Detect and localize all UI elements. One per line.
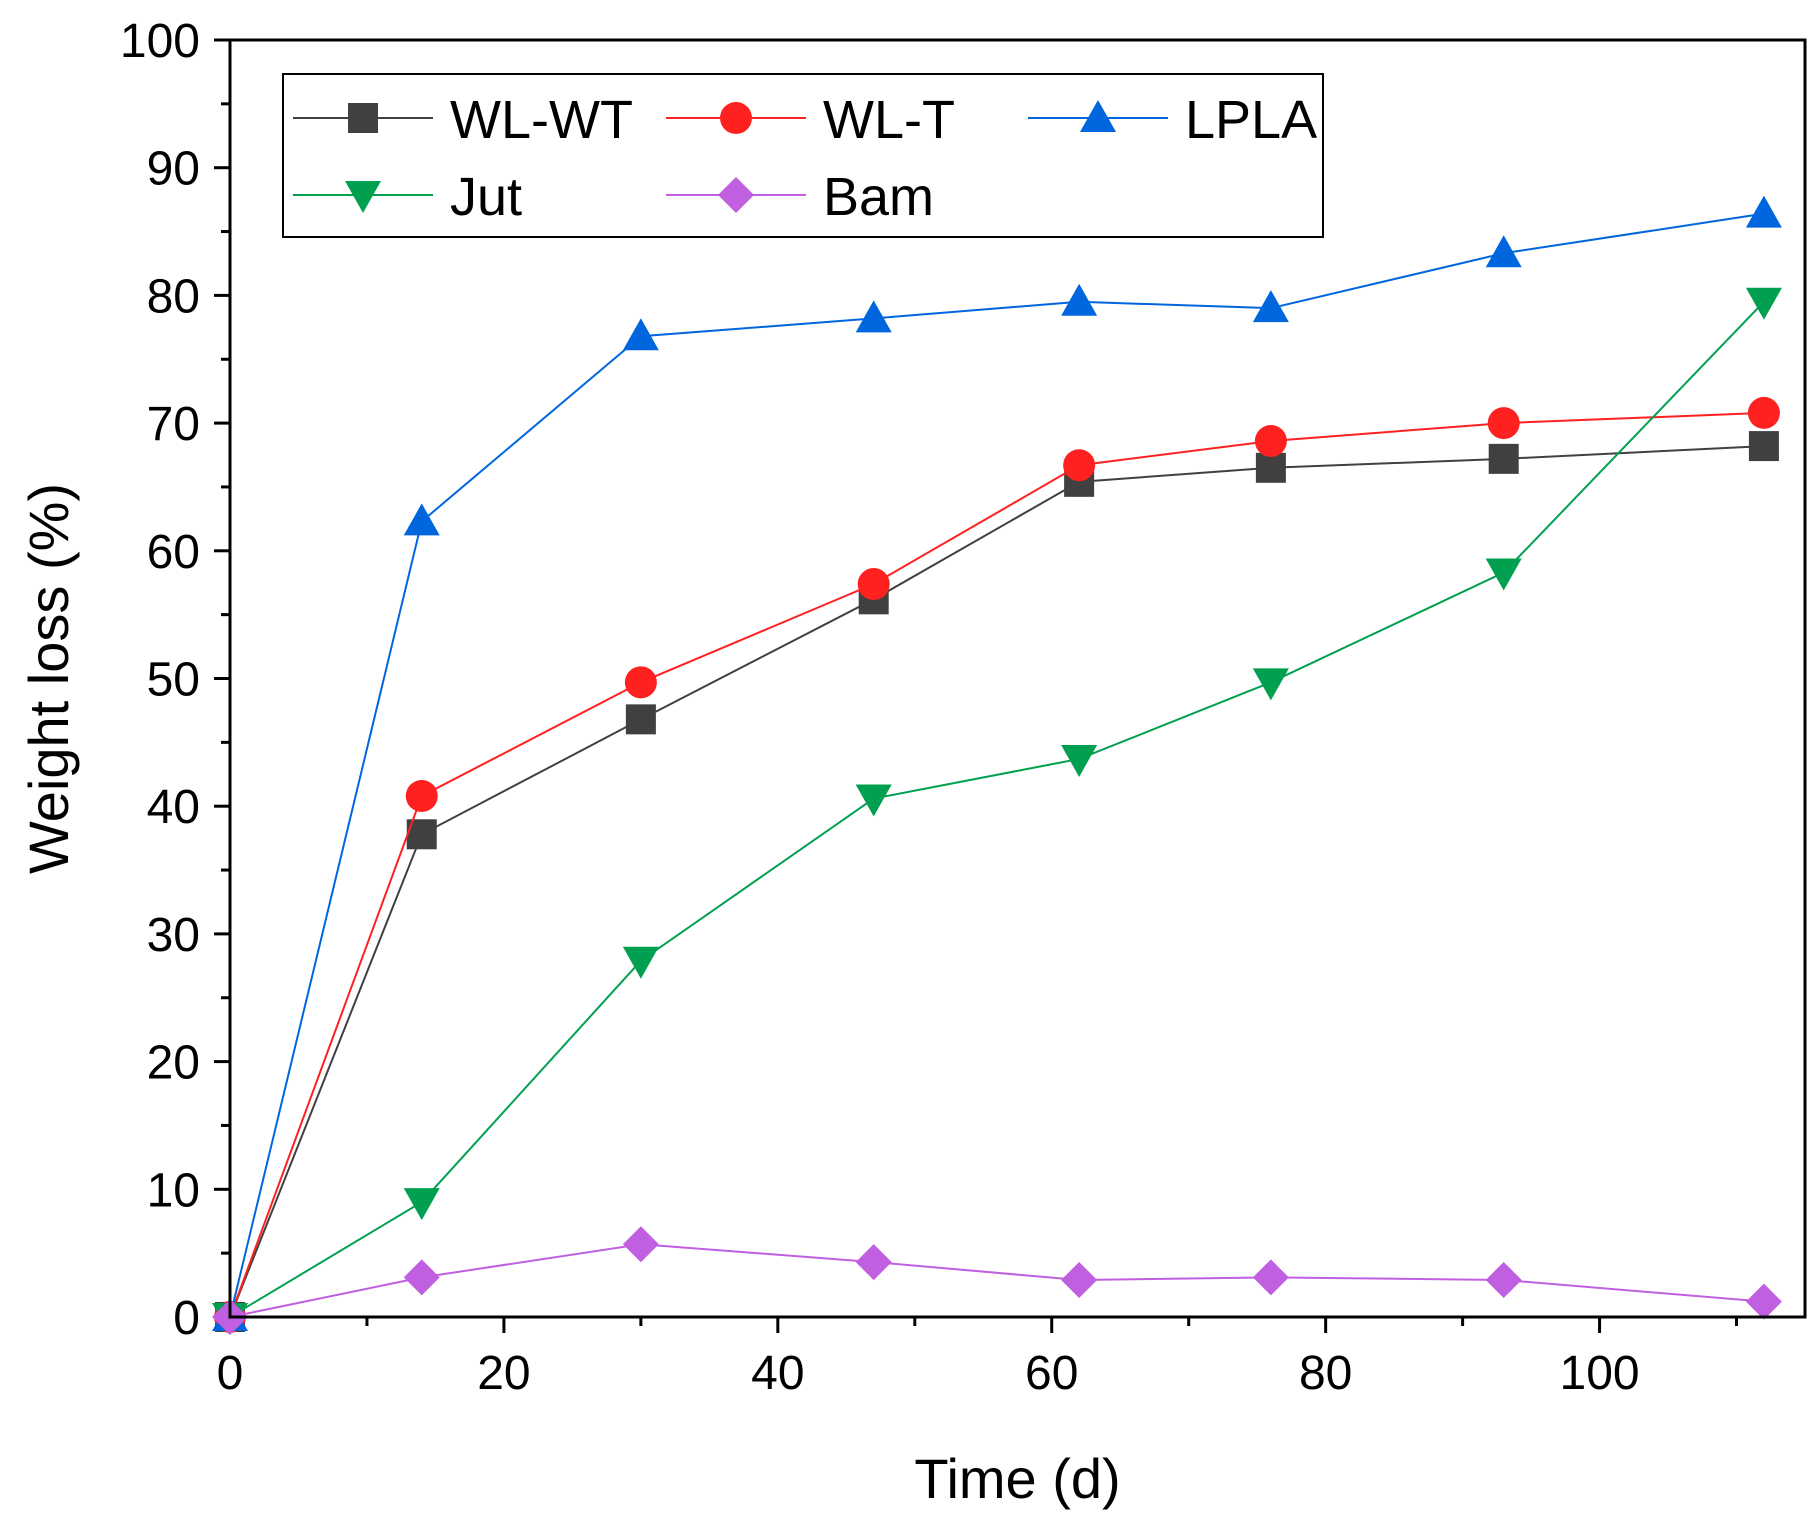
legend-label: WL-WT (450, 90, 633, 150)
data-point-wl-t (1747, 396, 1780, 429)
data-point-wl-wt (1255, 452, 1286, 483)
legend-box (282, 73, 1324, 238)
data-point-wl-wt (1488, 443, 1519, 474)
data-point-wl-wt (625, 704, 656, 735)
data-point-bam (1485, 1261, 1522, 1298)
y-tick-label: 40 (147, 781, 200, 834)
series-layer (212, 195, 1782, 1335)
legend-label: WL-T (823, 90, 955, 150)
series-wl-wt (215, 431, 1779, 1332)
data-point-wl-t (405, 779, 438, 812)
data-point-wl-t (1063, 449, 1096, 482)
x-axis-title: Time (d) (914, 1447, 1120, 1510)
series-line-wl-t (229, 411, 1764, 1318)
data-point-bam (1061, 1261, 1098, 1298)
data-point-jut (1252, 668, 1289, 701)
legend-item-wl-wt: WL-WT (293, 90, 633, 150)
x-tick-label: 20 (477, 1347, 530, 1400)
data-point-bam (855, 1244, 892, 1281)
data-point-jut (403, 1188, 440, 1221)
y-tick-label: 30 (147, 909, 200, 962)
y-axis-title: Weight loss (%) (17, 483, 80, 874)
data-point-jut (1061, 744, 1098, 777)
data-point-lpla (622, 318, 659, 351)
series-line-lpla (229, 212, 1765, 1318)
series-wl-t (214, 396, 1780, 1333)
y-tick-label: 90 (147, 143, 200, 196)
series-jut (212, 287, 1782, 1335)
x-tick-labels: 0 20 40 60 80 100 (217, 1347, 1640, 1400)
x-tick-label: 40 (751, 1347, 804, 1400)
data-point-bam (1745, 1283, 1782, 1320)
y-tick-label: 100 (120, 15, 200, 68)
x-tick-label: 0 (217, 1347, 244, 1400)
y-tick-label: 50 (147, 654, 200, 707)
legend-item-lpla: LPLA (1028, 90, 1317, 150)
data-point-wl-t (1487, 407, 1520, 440)
data-point-jut (622, 946, 659, 979)
data-point-lpla (1485, 235, 1522, 268)
y-tick-label: 10 (147, 1164, 200, 1217)
data-point-jut (1745, 287, 1782, 320)
legend-swatch-marker (345, 181, 381, 213)
legend-swatch-marker (720, 102, 752, 134)
legend-item-wl-t: WL-T (666, 90, 955, 150)
series-line-wl-wt (229, 445, 1764, 1318)
x-tick-label: 80 (1299, 1347, 1352, 1400)
data-point-wl-t (624, 666, 657, 699)
legend: WL-WT WL-T LPLA Jut Bam (282, 73, 1324, 238)
data-point-lpla (855, 300, 892, 333)
series-lpla (212, 195, 1782, 1331)
data-point-jut (1485, 558, 1522, 591)
x-tick-label: 100 (1560, 1347, 1640, 1400)
data-point-wl-wt (1748, 431, 1779, 462)
legend-label: Jut (450, 167, 522, 227)
legend-item-bam: Bam (666, 167, 934, 227)
data-point-wl-t (857, 568, 890, 601)
series-bam (212, 1226, 1782, 1335)
data-point-lpla (403, 503, 440, 536)
series-line-jut (229, 301, 1765, 1318)
y-tick-label: 20 (147, 1037, 200, 1090)
y-tick-label: 60 (147, 526, 200, 579)
series-line-bam (229, 1243, 1764, 1318)
data-point-bam (622, 1226, 659, 1263)
data-point-jut (855, 784, 892, 817)
data-point-lpla (1745, 195, 1782, 228)
legend-swatch-marker (718, 177, 754, 213)
legend-label: Bam (823, 167, 934, 227)
data-point-bam (403, 1259, 440, 1296)
data-point-lpla (1252, 290, 1289, 323)
legend-swatch-marker (1080, 100, 1116, 132)
y-tick-label: 70 (147, 398, 200, 451)
y-tick-label: 0 (173, 1292, 200, 1345)
y-tick-label: 80 (147, 270, 200, 323)
y-tick-labels: 0 10 20 30 40 50 60 70 80 90 100 (120, 15, 200, 1345)
legend-label: LPLA (1185, 90, 1317, 150)
data-point-lpla (1061, 283, 1098, 316)
x-tick-label: 60 (1025, 1347, 1078, 1400)
plot-frame (228, 38, 1807, 1319)
data-point-wl-t (1254, 424, 1287, 457)
legend-swatch-marker (348, 103, 378, 133)
data-point-bam (1252, 1259, 1289, 1296)
legend-item-jut: Jut (293, 167, 522, 227)
